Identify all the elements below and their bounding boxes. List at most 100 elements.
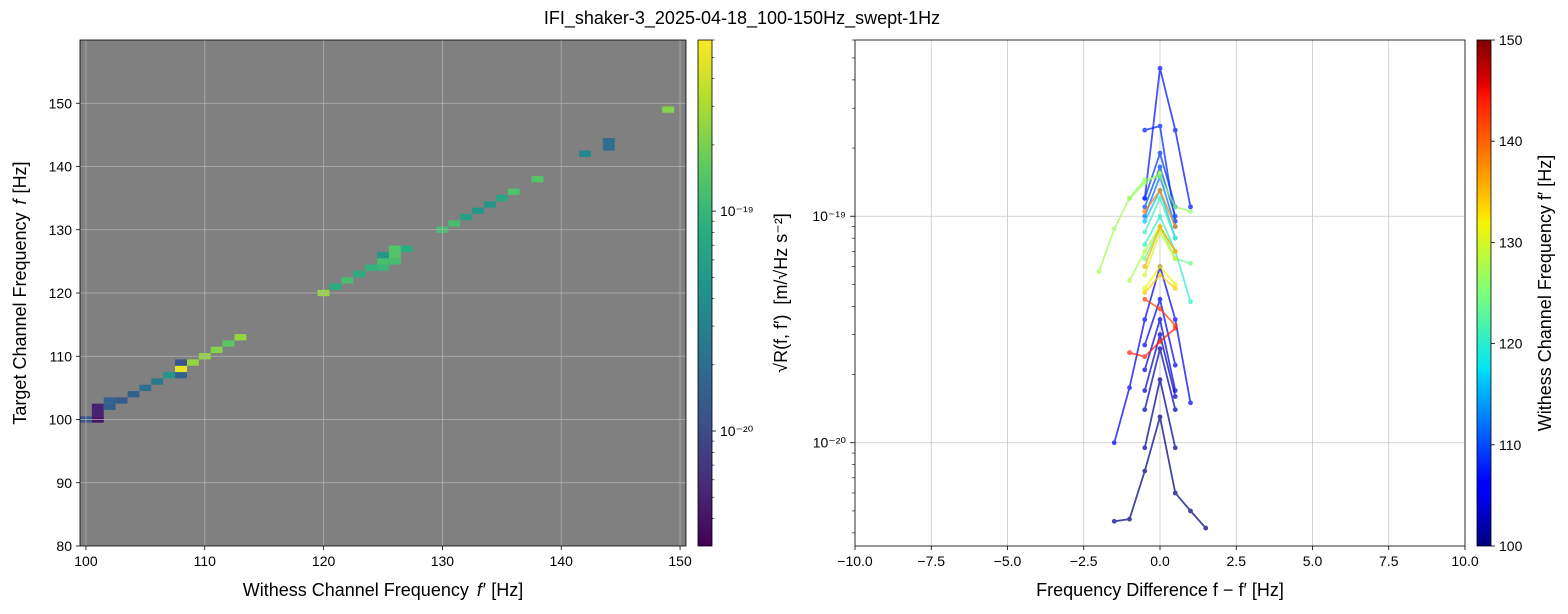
- series-point: [1157, 339, 1163, 344]
- difference-x-tick-label: 5.0: [1303, 553, 1323, 569]
- difference-series-line: [1142, 164, 1178, 219]
- heatmap-cell: [91, 403, 104, 411]
- heatmap-cell: [507, 188, 520, 195]
- difference-series-line: [1127, 173, 1193, 214]
- heatmap-y-tick-label: 90: [56, 475, 72, 491]
- heatmap-x-tick-label: 130: [431, 553, 455, 569]
- series-point: [1142, 286, 1148, 291]
- series-point: [1142, 272, 1148, 278]
- series-point: [1172, 445, 1178, 451]
- series-point: [1157, 150, 1163, 156]
- difference-x-tick-label: 10.0: [1451, 553, 1478, 569]
- difference-series-line: [1142, 195, 1178, 241]
- difference-series-line: [1127, 325, 1178, 360]
- difference-x-label: Frequency Difference f − f′ [Hz]: [1036, 580, 1284, 600]
- difference-x-tick-label: 7.5: [1379, 553, 1399, 569]
- heatmap-cell: [484, 201, 496, 208]
- series-point: [1203, 525, 1209, 531]
- heatmap-colorbar-label-unit: [m/√Hz s⁻²]: [771, 213, 791, 304]
- series-point: [1172, 248, 1178, 254]
- series-point: [1142, 468, 1148, 474]
- heatmap-y-tick-label: 120: [49, 285, 73, 301]
- difference-x-ticks: −10.0 −7.5 −5.0 −2.5 0.0 2.5 5.0 7.5 10.0: [837, 546, 1479, 569]
- series-point: [1127, 385, 1132, 391]
- series-point: [1142, 218, 1148, 224]
- difference-series-line: [1142, 295, 1178, 368]
- heatmap-y-tick-label: 140: [49, 159, 73, 175]
- series-point: [1142, 388, 1148, 393]
- frequency-colorbar-tick-label: 120: [1499, 336, 1523, 352]
- series-point: [1157, 195, 1163, 201]
- difference-series-line: [1142, 188, 1178, 230]
- difference-x-tick-label: −7.5: [917, 553, 945, 569]
- series-point: [1142, 296, 1148, 302]
- heatmap-cell: [210, 346, 223, 354]
- difference-x-tick-label: −10.0: [837, 553, 873, 569]
- difference-series-line: [1142, 224, 1178, 269]
- series-point: [1172, 325, 1178, 331]
- heatmap-x-tick-label: 120: [312, 553, 336, 569]
- series-point: [1157, 317, 1163, 322]
- heatmap-y-ticks: 80 90 100 110 120 130 140 150: [49, 95, 80, 554]
- difference-series-line: [1142, 377, 1178, 451]
- frequency-colorbar-tick-label: 150: [1499, 32, 1523, 48]
- heatmap-cell: [175, 359, 187, 366]
- difference-x-tick-label: 0.0: [1150, 553, 1170, 569]
- frequency-colorbar-tick-label: 130: [1499, 234, 1523, 250]
- series-point: [1172, 490, 1178, 496]
- series-point: [1142, 242, 1148, 247]
- heatmap-y-tick-label: 80: [56, 538, 72, 554]
- heatmap-cell: [186, 359, 199, 366]
- heatmap-y-label-unit: [Hz]: [10, 161, 30, 193]
- heatmap-x-ticks: 100 110 120 130 140 150: [74, 546, 692, 569]
- heatmap-cell: [329, 283, 342, 290]
- heatmap-cell: [341, 277, 354, 284]
- heatmap-cell: [377, 258, 389, 265]
- series-point: [1142, 248, 1148, 254]
- difference-series-line: [1111, 414, 1209, 531]
- series-point: [1096, 269, 1102, 274]
- heatmap-cell: [495, 194, 508, 202]
- heatmap-cell: [115, 397, 128, 404]
- difference-series-line: [1096, 170, 1163, 274]
- heatmap-cell: [91, 410, 104, 417]
- series-path: [1129, 327, 1176, 358]
- heatmap-colorbar-label: √R(f, f′) [m/√Hz s⁻²]: [771, 213, 791, 373]
- series-point: [1157, 332, 1163, 338]
- heatmap-cell: [377, 264, 389, 271]
- difference-series-line: [1111, 263, 1193, 446]
- series-point: [1157, 65, 1163, 71]
- series-point: [1172, 407, 1178, 413]
- heatmap-x-tick-label: 110: [194, 553, 217, 569]
- heatmap-x-tick-label: 140: [550, 553, 574, 569]
- series-point: [1142, 127, 1148, 133]
- heatmap-x-label: Withess Channel Frequency f′ [Hz]: [243, 580, 524, 600]
- series-point: [1111, 518, 1117, 524]
- series-point: [1172, 235, 1178, 241]
- heatmap-x-tick-label: 100: [74, 553, 98, 569]
- frequency-colorbar: [1476, 39, 1492, 547]
- series-point: [1142, 180, 1148, 186]
- difference-series-line: [1142, 331, 1178, 399]
- series-point: [1157, 264, 1163, 269]
- difference-series-line: [1142, 264, 1178, 291]
- series-point: [1157, 414, 1163, 420]
- heatmap-y-tick-label: 100: [49, 412, 73, 428]
- heatmap-colorbar-ticks: 10⁻²⁰ 10⁻¹⁹: [712, 39, 754, 519]
- series-path: [1113, 263, 1192, 443]
- series-point: [1142, 445, 1148, 451]
- series-point: [1142, 195, 1148, 201]
- heatmap-cell: [388, 258, 401, 265]
- series-point: [1142, 256, 1148, 262]
- heatmap-cell: [460, 213, 473, 221]
- frequency-colorbar-label: Withess Channel Frequency f′ [Hz]: [1535, 155, 1555, 432]
- series-point: [1172, 204, 1178, 210]
- series-point: [1111, 440, 1117, 446]
- difference-series-line: [1142, 315, 1178, 393]
- series-point: [1127, 350, 1132, 356]
- figure-title: IFI_shaker-3_2025-04-18_100-150Hz_swept-…: [544, 8, 940, 29]
- series-point: [1142, 290, 1148, 296]
- series-point: [1188, 209, 1193, 214]
- series-point: [1157, 296, 1163, 302]
